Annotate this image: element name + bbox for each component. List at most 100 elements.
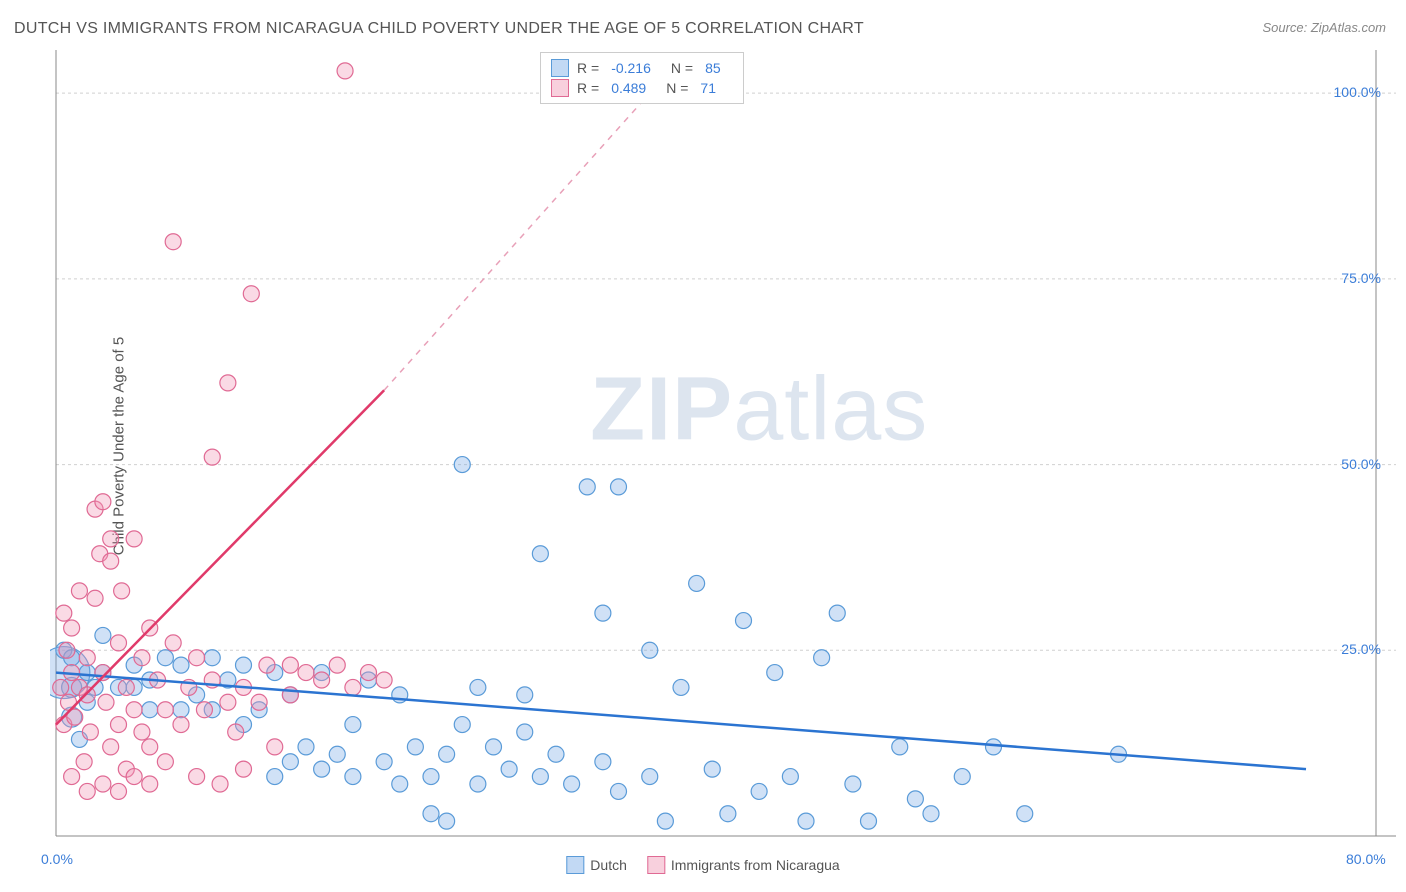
scatter-point	[611, 783, 627, 799]
scatter-point	[111, 635, 127, 651]
scatter-point	[64, 620, 80, 636]
scatter-point	[423, 769, 439, 785]
legend-swatch	[647, 856, 665, 874]
source-attribution: Source: ZipAtlas.com	[1262, 20, 1386, 35]
y-tick-label: 75.0%	[1341, 270, 1381, 286]
x-tick-label: 80.0%	[1346, 851, 1386, 867]
scatter-point	[56, 605, 72, 621]
scatter-point	[76, 754, 92, 770]
legend-swatch	[566, 856, 584, 874]
scatter-point	[845, 776, 861, 792]
scatter-point	[95, 627, 111, 643]
scatter-point	[517, 724, 533, 740]
scatter-point	[82, 724, 98, 740]
scatter-point	[189, 650, 205, 666]
y-tick-label: 100.0%	[1334, 84, 1381, 100]
scatter-point	[720, 806, 736, 822]
correlation-legend: R =-0.216 N =85 R =0.489 N =71	[540, 52, 744, 104]
legend-swatch	[551, 79, 569, 97]
legend-label: Immigrants from Nicaragua	[671, 857, 840, 873]
scatter-point	[79, 687, 95, 703]
scatter-point	[673, 679, 689, 695]
n-value: 71	[700, 80, 716, 96]
scatter-point	[64, 769, 80, 785]
scatter-point	[298, 665, 314, 681]
scatter-point	[259, 657, 275, 673]
scatter-point	[157, 702, 173, 718]
scatter-point	[204, 650, 220, 666]
scatter-point	[98, 694, 114, 710]
scatter-point	[423, 806, 439, 822]
plot-area	[50, 50, 1396, 842]
scatter-point	[134, 724, 150, 740]
scatter-point	[829, 605, 845, 621]
scatter-point	[782, 769, 798, 785]
scatter-point	[1017, 806, 1033, 822]
scatter-point	[407, 739, 423, 755]
scatter-point	[59, 642, 75, 658]
scatter-point	[204, 449, 220, 465]
scatter-point	[267, 769, 283, 785]
scatter-point	[337, 63, 353, 79]
scatter-point	[439, 813, 455, 829]
scatter-point	[345, 717, 361, 733]
scatter-point	[579, 479, 595, 495]
scatter-point	[282, 657, 298, 673]
scatter-point	[134, 650, 150, 666]
chart-title: DUTCH VS IMMIGRANTS FROM NICARAGUA CHILD…	[14, 20, 864, 38]
legend-swatch	[551, 59, 569, 77]
scatter-point	[392, 776, 408, 792]
scatter-point	[611, 479, 627, 495]
scatter-point	[103, 739, 119, 755]
scatter-point	[376, 754, 392, 770]
legend-item: Dutch	[566, 856, 627, 874]
y-tick-label: 50.0%	[1341, 456, 1381, 472]
legend-row: R =-0.216 N =85	[551, 59, 733, 77]
n-label: N =	[666, 80, 688, 96]
r-value: 0.489	[611, 80, 646, 96]
scatter-point	[173, 702, 189, 718]
scatter-point	[298, 739, 314, 755]
scatter-point	[361, 665, 377, 681]
scatter-point	[329, 746, 345, 762]
scatter-point	[118, 679, 134, 695]
scatter-point	[642, 769, 658, 785]
scatter-point	[236, 657, 252, 673]
scatter-point	[196, 702, 212, 718]
scatter-point	[79, 783, 95, 799]
scatter-point	[657, 813, 673, 829]
scatter-point	[228, 724, 244, 740]
scatter-point	[126, 531, 142, 547]
scatter-point	[189, 769, 205, 785]
scatter-point	[251, 694, 267, 710]
scatter-point	[954, 769, 970, 785]
scatter-point	[907, 791, 923, 807]
scatter-point	[548, 746, 564, 762]
scatter-point	[314, 761, 330, 777]
scatter-point	[142, 776, 158, 792]
scatter-point	[470, 776, 486, 792]
scatter-point	[986, 739, 1002, 755]
scatter-point	[173, 717, 189, 733]
scatter-point	[103, 531, 119, 547]
scatter-point	[595, 605, 611, 621]
scatter-point	[220, 694, 236, 710]
scatter-point	[704, 761, 720, 777]
scatter-point	[595, 754, 611, 770]
scatter-point	[103, 553, 119, 569]
trend-line-extrapolated	[384, 93, 650, 390]
scatter-point	[95, 494, 111, 510]
legend-label: Dutch	[590, 857, 627, 873]
n-label: N =	[671, 60, 693, 76]
y-tick-label: 25.0%	[1341, 641, 1381, 657]
scatter-point	[923, 806, 939, 822]
scatter-point	[79, 665, 95, 681]
scatter-point	[767, 665, 783, 681]
scatter-point	[267, 739, 283, 755]
scatter-point	[454, 457, 470, 473]
n-value: 85	[705, 60, 721, 76]
scatter-point	[220, 375, 236, 391]
scatter-point	[126, 702, 142, 718]
scatter-point	[71, 583, 87, 599]
scatter-point	[689, 575, 705, 591]
